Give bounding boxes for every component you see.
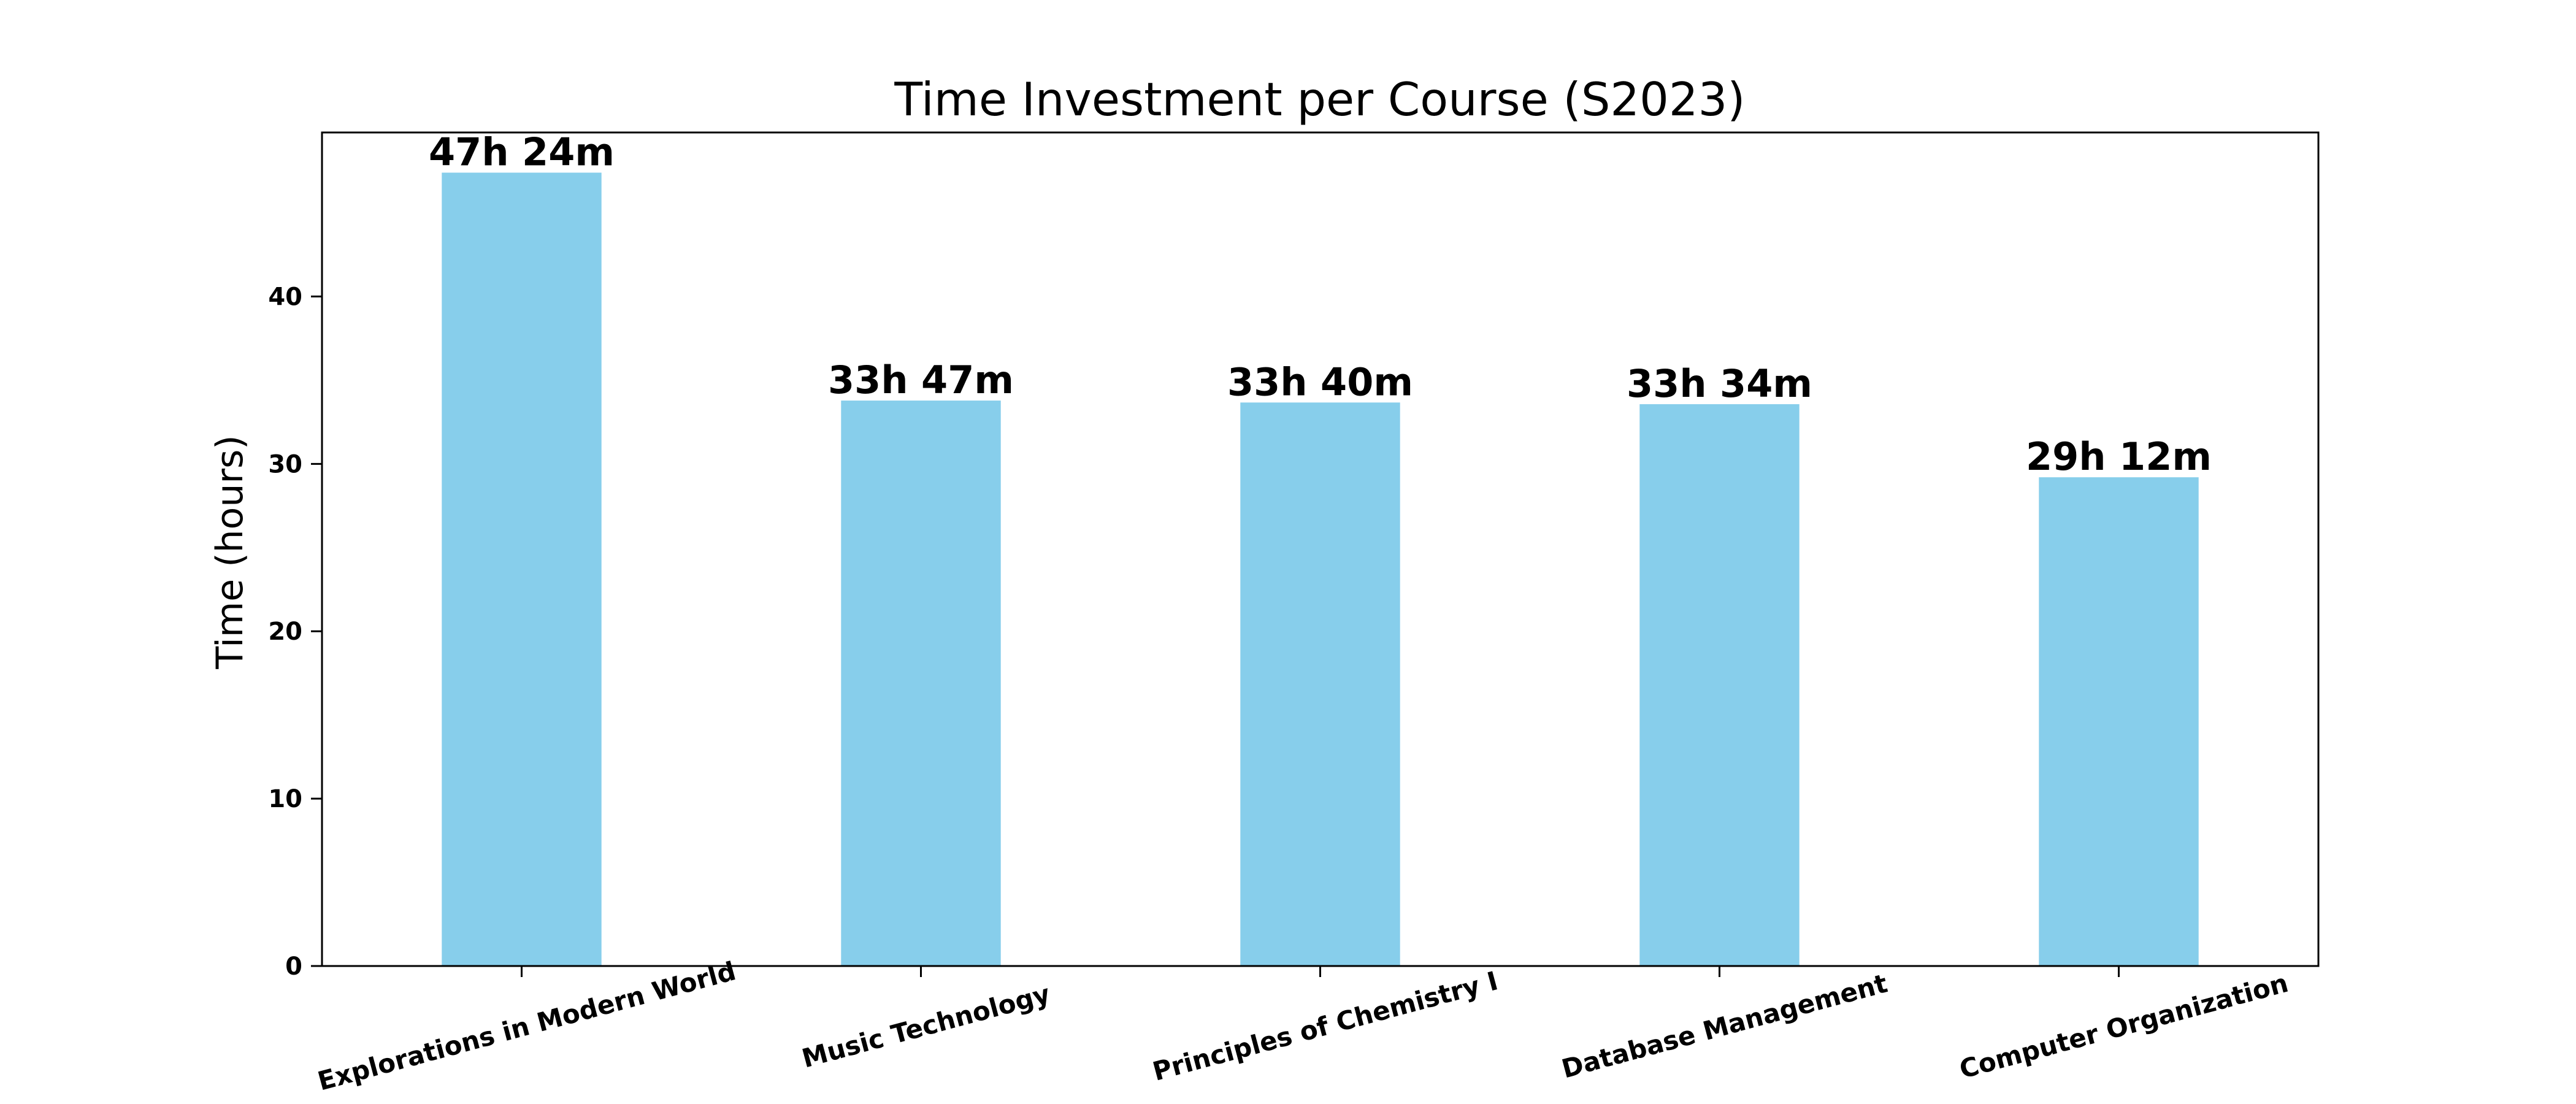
x-tick-label: Explorations in Modern World [315, 956, 739, 1096]
y-tick-label: 30 [268, 450, 302, 478]
chart-title: Time Investment per Course (S2023) [894, 72, 1745, 126]
y-tick-label: 40 [268, 283, 302, 311]
y-axis-label: Time (hours) [209, 435, 251, 669]
bar [841, 401, 1001, 966]
y-tick-label: 0 [285, 953, 302, 981]
bars [442, 172, 2199, 966]
data-labels: 47h 24m 33h 47m 33h 40m 33h 34m 29h 12m [429, 129, 2212, 479]
bar-data-label: 33h 34m [1627, 361, 1812, 406]
bar [2039, 477, 2199, 966]
x-tick-label: Database Management [1558, 968, 1890, 1084]
bar [1240, 402, 1400, 966]
bar-data-label: 33h 47m [828, 358, 1014, 402]
plot-area-frame [321, 131, 2320, 967]
x-axis-ticks: Explorations in Modern World Music Techno… [315, 956, 2291, 1096]
bar-data-label: 47h 24m [429, 129, 615, 174]
y-axis-ticks: 0 10 20 30 40 [268, 283, 322, 981]
x-tick-label: Principles of Chemistry I [1149, 965, 1501, 1086]
y-tick-label: 20 [268, 618, 302, 646]
bar-data-label: 29h 12m [2026, 434, 2212, 479]
x-tick-label: Computer Organization [1957, 968, 2291, 1084]
bar [442, 172, 602, 966]
bar-data-label: 33h 40m [1227, 359, 1413, 404]
x-tick-label: Music Technology [799, 978, 1053, 1073]
y-tick-label: 10 [268, 785, 302, 813]
bar [1639, 404, 1800, 966]
